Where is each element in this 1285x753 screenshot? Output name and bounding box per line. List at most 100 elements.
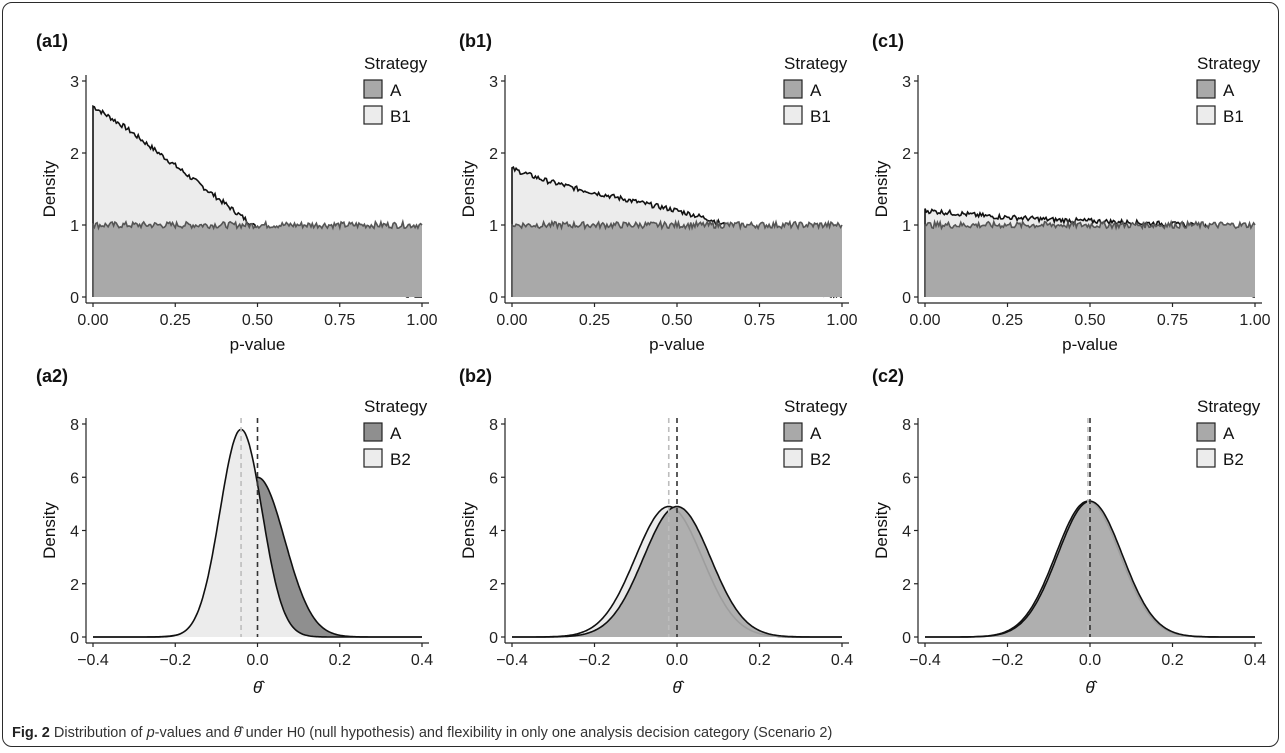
panel-c1: (c1) 0 1 2 3 0.00 0.25 0.50 0.75 1.00 p-value Densi… — [872, 31, 1271, 354]
legend-label-B1: B1 — [390, 107, 411, 126]
legend-key-B2 — [363, 448, 383, 468]
caption-fig-label: Fig. 2 — [12, 725, 50, 741]
legend-key-A — [363, 79, 383, 99]
x-tick-label: 1.00 — [1239, 312, 1270, 329]
panel-label: (c1) — [872, 31, 904, 51]
legend-key-B1 — [783, 105, 803, 125]
legend-label-B2: B2 — [810, 450, 831, 469]
panel-c2: (c2) 0 2 4 6 8 −0.4 −0.2 0.0 0.2 0.4 θ̂ Density Strat… — [872, 366, 1266, 697]
y-tick-label: 3 — [902, 74, 911, 91]
legend-key-A — [783, 79, 803, 99]
figure-caption: Fig. 2 Distribution of p-values and θ̂ u… — [12, 725, 832, 741]
legend-key-B2 — [783, 448, 803, 468]
legend-label-B1: B1 — [810, 107, 831, 126]
x-tick-label: 0.00 — [77, 312, 108, 329]
legend-label-A: A — [1223, 81, 1235, 100]
x-tick-label: 0.0 — [246, 652, 268, 669]
y-tick-label: 6 — [902, 470, 911, 487]
x-tick-label: −0.2 — [159, 652, 191, 669]
x-tick-label: 0.50 — [242, 312, 273, 329]
legend-title: Strategy — [364, 54, 428, 73]
y-tick-label: 0 — [902, 290, 911, 307]
y-tick-label: 1 — [902, 218, 911, 235]
x-tick-label: 0.2 — [329, 652, 351, 669]
x-tick-label: 0.4 — [411, 652, 433, 669]
legend-title: Strategy — [364, 397, 428, 416]
legend-label-A: A — [1223, 424, 1235, 443]
series-line-A — [92, 218, 423, 297]
x-axis-title: p-value — [649, 335, 705, 354]
x-axis-title: θ̂ — [672, 678, 684, 697]
x-axis-title: p-value — [230, 335, 286, 354]
y-tick-label: 0 — [902, 630, 911, 647]
x-tick-label: 0.0 — [666, 652, 688, 669]
panel-label: (a2) — [36, 366, 68, 386]
panel-label: (b2) — [459, 366, 492, 386]
x-tick-label: 0.25 — [992, 312, 1023, 329]
y-tick-label: 2 — [70, 577, 79, 594]
x-tick-label: 0.4 — [831, 652, 853, 669]
series-line-A — [512, 505, 842, 638]
x-tick-label: 0.4 — [1244, 652, 1266, 669]
y-tick-label: 3 — [70, 74, 79, 91]
x-axis-title: θ̂ — [1085, 678, 1097, 697]
y-axis-title: Density — [872, 160, 891, 217]
y-tick-label: 8 — [902, 417, 911, 434]
legend-key-A — [1196, 79, 1216, 99]
caption-text-1: Distribution of — [49, 725, 147, 741]
x-axis-title: θ̂ — [253, 678, 265, 697]
legend-title: Strategy — [1197, 54, 1261, 73]
legend-title: Strategy — [784, 397, 848, 416]
y-tick-label: 2 — [902, 577, 911, 594]
legend-key-A — [783, 422, 803, 442]
y-tick-label: 2 — [489, 146, 498, 163]
y-tick-label: 3 — [489, 74, 498, 91]
series-area-A — [93, 221, 422, 297]
y-tick-label: 4 — [70, 524, 79, 541]
caption-text-2: -values and — [154, 725, 234, 741]
y-tick-label: 4 — [902, 524, 911, 541]
panel-b1: (b1) 0 1 2 3 0.00 0.25 0.50 0.75 1.00 p-value Densi… — [459, 31, 858, 354]
legend-key-A — [1196, 422, 1216, 442]
series-line-A — [511, 219, 843, 297]
y-tick-label: 6 — [70, 470, 79, 487]
panel-label: (c2) — [872, 366, 904, 386]
x-tick-label: 0.75 — [744, 312, 775, 329]
legend-key-B2 — [1196, 448, 1216, 468]
legend-key-B1 — [1196, 105, 1216, 125]
x-tick-label: 1.00 — [406, 312, 437, 329]
panel-a1: (a1) 0 1 2 3 0.00 0.25 0.50 0.75 1.00 p-value Densi… — [36, 31, 438, 354]
x-tick-label: 1.00 — [826, 312, 857, 329]
legend-label-A: A — [390, 424, 402, 443]
y-axis-title: Density — [872, 502, 891, 559]
legend-label-B1: B1 — [1223, 107, 1244, 126]
y-tick-label: 0 — [70, 630, 79, 647]
legend-label-B2: B2 — [1223, 450, 1244, 469]
x-tick-label: 0.75 — [324, 312, 355, 329]
y-tick-label: 0 — [489, 630, 498, 647]
series-area-B2 — [93, 429, 422, 637]
legend-label-A: A — [810, 424, 822, 443]
x-tick-label: 0.2 — [748, 652, 770, 669]
x-tick-label: −0.2 — [992, 652, 1024, 669]
panel-label: (a1) — [36, 31, 68, 51]
panel-b2: (b2) 0 2 4 6 8 −0.4 −0.2 0.0 0.2 0.4 θ̂ Density Strat… — [459, 366, 853, 697]
y-axis-title: Density — [40, 502, 59, 559]
x-tick-label: 0.00 — [496, 312, 527, 329]
y-tick-label: 2 — [489, 577, 498, 594]
legend-title: Strategy — [784, 54, 848, 73]
x-tick-label: −0.2 — [579, 652, 611, 669]
legend-key-B1 — [363, 105, 383, 125]
x-tick-label: 0.75 — [1157, 312, 1188, 329]
x-tick-label: 0.0 — [1079, 652, 1101, 669]
x-tick-label: 0.25 — [579, 312, 610, 329]
panel-a2: (a2) 0 2 4 6 8 −0.4 −0.2 0.0 0.2 0.4 θ̂ Density Strat… — [36, 366, 433, 697]
x-tick-label: −0.4 — [909, 652, 941, 669]
x-axis-title: p-value — [1062, 335, 1118, 354]
y-tick-label: 8 — [70, 417, 79, 434]
legend-title: Strategy — [1197, 397, 1261, 416]
legend-label-A: A — [810, 81, 822, 100]
panel-label: (b1) — [459, 31, 492, 51]
legend-label-A: A — [390, 81, 402, 100]
